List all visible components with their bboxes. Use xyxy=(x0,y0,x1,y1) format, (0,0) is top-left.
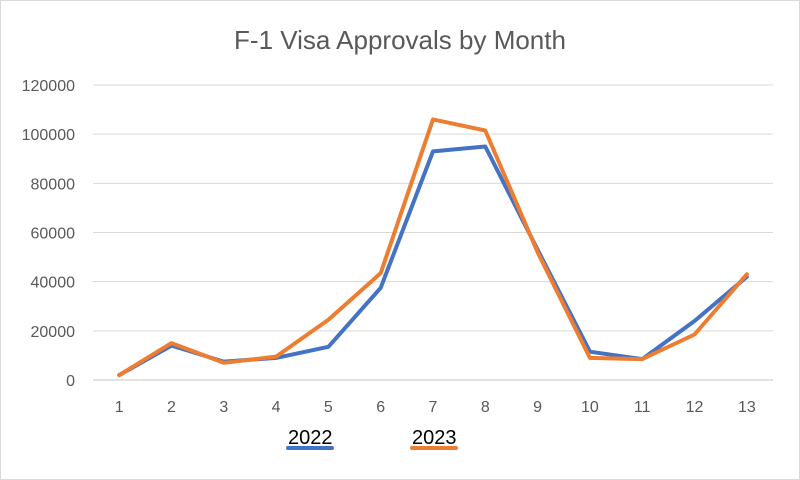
x-tick-label: 1 xyxy=(115,399,124,416)
x-tick-label: 2 xyxy=(167,399,176,416)
x-tick-label: 3 xyxy=(219,399,228,416)
y-axis-tick-labels: 0 20000 40000 60000 80000 100000 120000 xyxy=(22,78,75,390)
y-tick-label: 40000 xyxy=(31,275,76,292)
x-tick-label: 11 xyxy=(634,399,651,416)
x-axis-tick-labels: 1 2 3 4 5 6 7 8 9 10 11 12 13 xyxy=(115,399,756,416)
y-tick-label: 0 xyxy=(66,373,75,390)
legend-label-2022: 2022 xyxy=(288,427,333,449)
x-tick-label: 9 xyxy=(533,399,542,416)
legend: 2022 2023 xyxy=(286,427,458,450)
x-tick-label: 5 xyxy=(324,399,333,416)
legend-label-2023: 2023 xyxy=(412,427,457,449)
y-tick-label: 60000 xyxy=(31,226,76,243)
x-tick-label: 10 xyxy=(581,399,599,416)
x-tick-label: 13 xyxy=(738,399,756,416)
gridlines xyxy=(93,84,773,381)
y-tick-label: 100000 xyxy=(22,127,75,144)
x-tick-label: 6 xyxy=(376,399,385,416)
y-tick-label: 20000 xyxy=(31,324,76,341)
x-tick-label: 12 xyxy=(686,399,704,416)
y-tick-label: 120000 xyxy=(22,78,75,95)
chart-title: F-1 Visa Approvals by Month xyxy=(234,25,566,55)
x-tick-label: 4 xyxy=(272,399,281,416)
series-line-2022 xyxy=(117,144,749,378)
y-tick-label: 80000 xyxy=(31,176,76,193)
series-lines xyxy=(117,117,749,378)
x-tick-label: 8 xyxy=(481,399,490,416)
x-tick-label: 7 xyxy=(429,399,438,416)
series-line-2023 xyxy=(117,117,749,378)
